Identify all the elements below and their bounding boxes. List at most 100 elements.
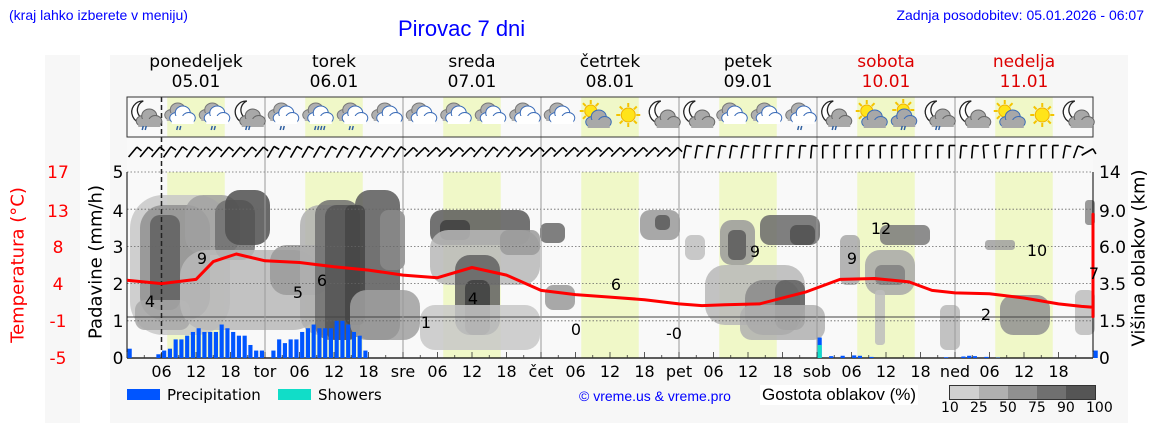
precipitation-legend-label: Precipitation [167, 386, 261, 404]
cloud-height-tick: 14 [1099, 163, 1121, 183]
wind-barbs-row [127, 144, 1097, 159]
x-tick-label: 12 [462, 362, 482, 381]
x-tick-label: 06 [565, 362, 585, 381]
temp-tick: 8 [53, 238, 64, 258]
precip-bar [225, 328, 230, 358]
precipitation-legend-swatch [127, 389, 160, 400]
x-tick-label: 18 [772, 362, 792, 381]
sun-cloud-icon [993, 100, 1026, 128]
temperature-value-label: 9 [847, 249, 857, 268]
cloud-icon [543, 102, 576, 124]
cloud-rain-icon [267, 102, 300, 131]
page-title: Pirovac 7 dni [398, 16, 526, 41]
moon-cloud-icon [648, 100, 681, 128]
sun-cloud-icon [855, 100, 888, 128]
precip-bar [173, 339, 178, 358]
x-tick-label: 18 [358, 362, 378, 381]
day-name: ponedeljek [149, 52, 243, 72]
precip-bar [202, 331, 207, 358]
cloud-density-tick: 10 [941, 400, 959, 416]
x-tick-label: 12 [1014, 362, 1034, 381]
day-date: 07.01 [447, 72, 497, 92]
cloud-height-axis-label: Višina oblakov (km) [1128, 169, 1150, 347]
x-tick-label: 12 [738, 362, 758, 381]
x-tick-label: 12 [876, 362, 896, 381]
day-date: 10.01 [861, 72, 911, 92]
precip-bar [323, 328, 328, 358]
day-name: četrtek [579, 52, 641, 72]
precip-bar [254, 350, 259, 358]
day-name: sobota [857, 52, 915, 72]
precip-bar [236, 335, 241, 358]
temperature-value-label: 12 [871, 219, 891, 238]
temperature-value-label: -0 [666, 324, 682, 343]
x-tick-label: pet [666, 362, 692, 381]
cloud-heavy-rain-icon [302, 102, 334, 131]
x-tick-label: 06 [427, 362, 447, 381]
precip-bar [179, 339, 184, 358]
x-tick-label: 12 [186, 362, 206, 381]
day-date: 09.01 [723, 72, 773, 92]
temperature-value-label: 1 [421, 313, 431, 332]
day-name: torek [312, 52, 356, 72]
x-tick-label: sob [803, 362, 831, 381]
x-tick-label: 12 [600, 362, 620, 381]
sun-cloud-icon [579, 100, 612, 128]
precip-bar [351, 331, 356, 358]
sun-icon [1030, 103, 1055, 127]
x-tick-label: 06 [841, 362, 861, 381]
temperature-value-label: 4 [145, 292, 155, 311]
precip-tick: 5 [113, 163, 124, 183]
precip-bar [208, 331, 213, 358]
day-header-1: torek 06.01 [274, 52, 394, 92]
precip-bar [271, 350, 276, 358]
cloud-icon [509, 102, 541, 124]
x-tick-label: čet [529, 362, 554, 381]
precip-bar [167, 348, 172, 358]
cloud-icon [440, 102, 472, 124]
last-update: Zadnja posodobitev: 05.01.2026 - 06:07 [896, 7, 1144, 23]
x-tick-label: 06 [289, 362, 309, 381]
cloud-icon [371, 102, 403, 124]
precip-bar [248, 344, 253, 358]
sun-icon [616, 103, 641, 127]
temperature-value-label: 9 [197, 249, 207, 268]
precip-tick: 0 [113, 349, 124, 369]
temperature-value-label: 10 [1027, 241, 1047, 260]
day-header-0: ponedeljek 05.01 [136, 52, 256, 92]
temperature-value-label: 5 [293, 283, 303, 302]
moon-cloud-rain-icon [821, 100, 853, 131]
credit-link[interactable]: © vreme.us & vreme.pro [579, 388, 731, 404]
cloud-density-tick: 25 [970, 400, 988, 416]
temperature-line [126, 212, 1095, 319]
precip-tick: 2 [113, 275, 124, 295]
precip-bar [288, 339, 293, 358]
day-header-6: nedelja 11.01 [964, 52, 1084, 92]
day-name: nedelja [992, 52, 1056, 72]
precip-bar [259, 350, 264, 358]
x-tick-label: 18 [220, 362, 240, 381]
precip-bar [317, 328, 322, 358]
precip-bar [357, 335, 362, 358]
cloud-rain-icon [785, 102, 817, 131]
temperature-value-label: 6 [317, 271, 327, 290]
moon-cloud-icon [683, 100, 716, 128]
x-tick-label: 18 [496, 362, 516, 381]
temp-tick: -1 [50, 312, 67, 332]
x-tick-label: 12 [324, 362, 344, 381]
day-name: sreda [448, 52, 496, 72]
cloud-rain-icon [336, 102, 369, 131]
temperature-value-label: 7 [1089, 264, 1099, 283]
cloud-rain-icon [164, 102, 196, 131]
cloud-height-tick: 6.0 [1099, 238, 1126, 258]
precipitation-axis-label: Padavine (mm/h) [85, 185, 107, 339]
precip-bar [219, 324, 224, 358]
cloud-icon [716, 102, 748, 124]
cloud-density-tick: 90 [1057, 400, 1075, 416]
precip-bar [277, 339, 282, 358]
cloud-density-scale [949, 385, 1096, 400]
location-hint-link[interactable]: (kraj lahko izberete v meniju) [9, 7, 188, 23]
day-date: 06.01 [309, 72, 359, 92]
precip-bar [294, 339, 299, 358]
